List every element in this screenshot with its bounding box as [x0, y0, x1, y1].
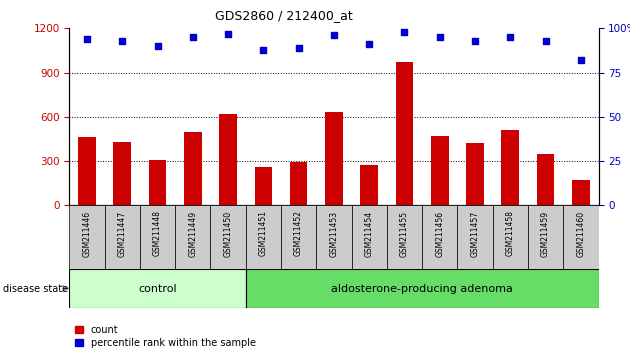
FancyBboxPatch shape: [69, 205, 105, 269]
Text: GSM211456: GSM211456: [435, 210, 444, 257]
Point: [541, 38, 551, 44]
FancyBboxPatch shape: [316, 205, 352, 269]
FancyBboxPatch shape: [563, 205, 598, 269]
FancyBboxPatch shape: [69, 269, 246, 308]
FancyBboxPatch shape: [210, 205, 246, 269]
Point: [258, 47, 268, 52]
Point: [576, 57, 586, 63]
Text: GSM211457: GSM211457: [471, 210, 479, 257]
Text: GSM211452: GSM211452: [294, 210, 303, 256]
Bar: [431, 136, 449, 205]
FancyBboxPatch shape: [105, 205, 140, 269]
FancyBboxPatch shape: [246, 205, 281, 269]
Text: GSM211459: GSM211459: [541, 210, 550, 257]
FancyBboxPatch shape: [387, 205, 422, 269]
Legend: count, percentile rank within the sample: count, percentile rank within the sample: [74, 324, 256, 349]
Bar: [149, 160, 166, 205]
Bar: [290, 162, 307, 205]
Text: GSM211458: GSM211458: [506, 210, 515, 256]
FancyBboxPatch shape: [352, 205, 387, 269]
Text: GSM211454: GSM211454: [365, 210, 374, 257]
Point: [435, 34, 445, 40]
FancyBboxPatch shape: [140, 205, 175, 269]
Point: [82, 36, 92, 42]
FancyBboxPatch shape: [422, 205, 457, 269]
Point: [117, 38, 127, 44]
Point: [329, 33, 339, 38]
Text: GSM211447: GSM211447: [118, 210, 127, 257]
Bar: [360, 166, 378, 205]
Text: GSM211460: GSM211460: [576, 210, 585, 257]
Text: GSM211455: GSM211455: [400, 210, 409, 257]
Point: [152, 43, 163, 49]
Point: [505, 34, 515, 40]
FancyBboxPatch shape: [528, 205, 563, 269]
FancyBboxPatch shape: [493, 205, 528, 269]
Text: control: control: [138, 284, 177, 293]
Point: [399, 29, 410, 35]
Point: [470, 38, 480, 44]
Bar: [572, 179, 590, 205]
Bar: [78, 137, 96, 205]
FancyBboxPatch shape: [281, 205, 316, 269]
Text: GSM211449: GSM211449: [188, 210, 197, 257]
Text: GSM211448: GSM211448: [153, 210, 162, 256]
Text: GSM211453: GSM211453: [329, 210, 338, 257]
FancyBboxPatch shape: [246, 269, 598, 308]
Text: GSM211451: GSM211451: [259, 210, 268, 256]
Text: GSM211446: GSM211446: [83, 210, 91, 257]
Bar: [537, 154, 554, 205]
Bar: [113, 142, 131, 205]
Bar: [466, 143, 484, 205]
Point: [364, 41, 374, 47]
Bar: [219, 114, 237, 205]
Bar: [396, 62, 413, 205]
Point: [223, 31, 233, 36]
FancyBboxPatch shape: [457, 205, 493, 269]
FancyBboxPatch shape: [175, 205, 210, 269]
Text: aldosterone-producing adenoma: aldosterone-producing adenoma: [331, 284, 513, 293]
Text: disease state: disease state: [3, 284, 68, 293]
Bar: [255, 167, 272, 205]
Point: [294, 45, 304, 51]
Bar: [325, 113, 343, 205]
Point: [188, 34, 198, 40]
Text: GSM211450: GSM211450: [224, 210, 232, 257]
Bar: [184, 132, 202, 205]
Text: GDS2860 / 212400_at: GDS2860 / 212400_at: [215, 9, 352, 22]
Bar: [501, 130, 519, 205]
